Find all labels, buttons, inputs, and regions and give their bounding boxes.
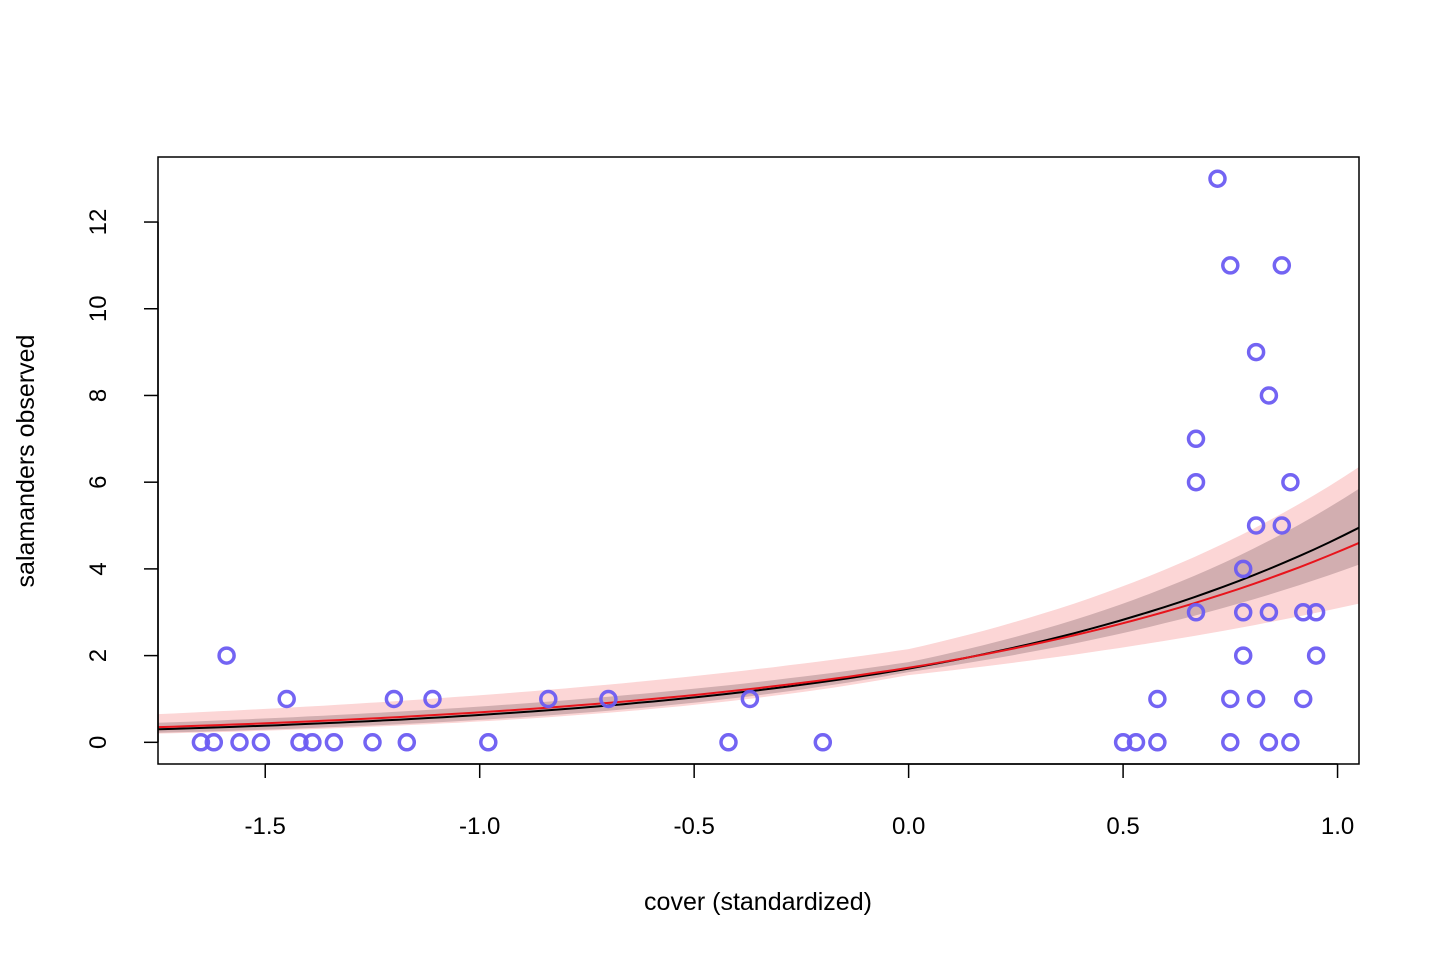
data-point [539, 689, 558, 709]
data-point [1233, 603, 1253, 622]
data-point [1221, 689, 1240, 709]
data-point [1272, 516, 1292, 535]
data-point [479, 733, 498, 752]
y-tick-label: 12 [85, 209, 112, 236]
data-point [1148, 689, 1167, 709]
fit-curves [157, 526, 1360, 731]
data-point [599, 689, 618, 709]
data-point [277, 689, 296, 709]
y-tick-label: 2 [85, 649, 112, 662]
wide-credible-band [158, 467, 1359, 734]
data-point [1113, 733, 1133, 752]
data-point [719, 733, 738, 752]
data-points [191, 169, 1326, 752]
data-point [1186, 472, 1206, 492]
data-point [423, 689, 442, 709]
data-point [290, 733, 309, 752]
x-axis-title: cover (standardized) [644, 888, 872, 916]
data-point [1246, 689, 1266, 709]
data-point [1272, 256, 1292, 275]
data-point [204, 733, 224, 752]
data-point [1186, 603, 1206, 622]
data-point [740, 689, 760, 709]
data-point [251, 733, 271, 752]
x-tick-label: 1.0 [1321, 813, 1354, 840]
y-tick-label: 0 [85, 736, 112, 749]
data-point [1281, 472, 1300, 492]
credible-bands [158, 467, 1359, 734]
data-point [1259, 733, 1279, 752]
data-point [1208, 169, 1227, 188]
y-tick-label: 8 [85, 389, 112, 402]
data-point [1126, 733, 1146, 752]
data-point [230, 733, 249, 752]
black-fit-line [157, 526, 1360, 731]
data-point [1306, 603, 1326, 622]
data-point [813, 733, 833, 752]
data-point [1293, 603, 1313, 622]
data-point [1259, 386, 1279, 405]
x-tick-label: -1.5 [245, 813, 286, 840]
x-tick-label: 0.0 [892, 813, 925, 840]
y-axis-title: salamanders observed [12, 335, 40, 588]
data-point [1221, 733, 1240, 752]
y-tick-label: 4 [85, 562, 112, 575]
data-point [324, 733, 344, 752]
data-point [363, 733, 382, 752]
data-point [303, 733, 322, 752]
red-fit-line [157, 541, 1360, 729]
data-point [1233, 559, 1253, 579]
data-point [1306, 646, 1326, 665]
data-point [1221, 256, 1240, 275]
data-point [1259, 603, 1279, 622]
x-tick-label: -1.0 [459, 813, 500, 840]
y-axis: 0 2 4 6 8 10 12 [85, 209, 159, 749]
narrow-credible-band [158, 488, 1359, 733]
data-point [1281, 733, 1300, 752]
data-point [191, 733, 211, 752]
y-tick-label: 10 [85, 295, 112, 322]
data-point [1233, 646, 1253, 665]
x-tick-label: 0.5 [1106, 813, 1139, 840]
data-point [1293, 689, 1313, 709]
data-point [397, 733, 417, 752]
data-point [217, 646, 236, 665]
data-point [1246, 516, 1266, 535]
data-point [384, 689, 404, 709]
y-tick-label: 6 [85, 476, 112, 489]
data-point [1246, 342, 1266, 362]
data-point [1186, 429, 1206, 449]
data-point [1148, 733, 1167, 752]
x-axis: -1.5 -1.0 -0.5 0.0 0.5 1.0 [245, 763, 1354, 840]
x-tick-label: -0.5 [673, 813, 714, 840]
